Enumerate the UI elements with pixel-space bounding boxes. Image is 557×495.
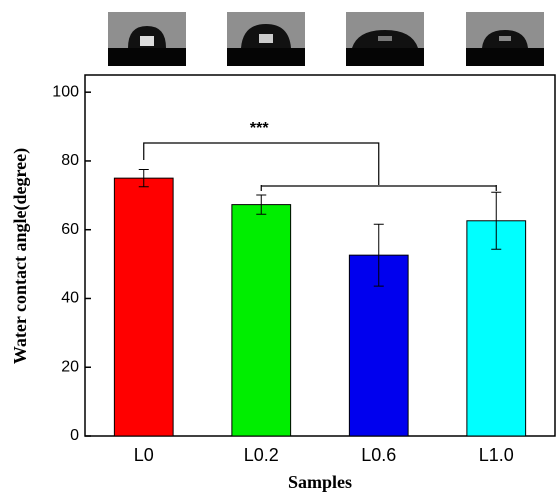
x-tick-label: L0.2: [244, 445, 279, 465]
y-tick-label: 100: [52, 83, 79, 100]
significance-bracket: [143, 142, 497, 191]
x-tick-label: L1.0: [479, 445, 514, 465]
plot-frame: [84, 74, 556, 437]
y-tick-label: 0: [70, 427, 79, 444]
y-tick-label: 40: [61, 290, 79, 307]
x-tick-label: L0: [134, 445, 154, 465]
droplet-images: [108, 12, 544, 66]
y-tick-label: 60: [61, 221, 79, 238]
bar: [466, 220, 527, 437]
y-axis-title: Water contact angle(degree): [10, 148, 31, 364]
error-bar: [138, 169, 149, 188]
annotation: ***: [250, 120, 269, 137]
bar: [231, 204, 292, 437]
x-tick-label: L0.6: [361, 445, 396, 465]
error-bar: [373, 223, 384, 287]
y-tick-label: 20: [61, 358, 79, 375]
y-tick-label: 80: [61, 152, 79, 169]
error-bar: [256, 194, 267, 215]
error-bar: [491, 191, 502, 250]
bar: [113, 177, 174, 437]
x-axis-title: Samples: [288, 472, 352, 492]
